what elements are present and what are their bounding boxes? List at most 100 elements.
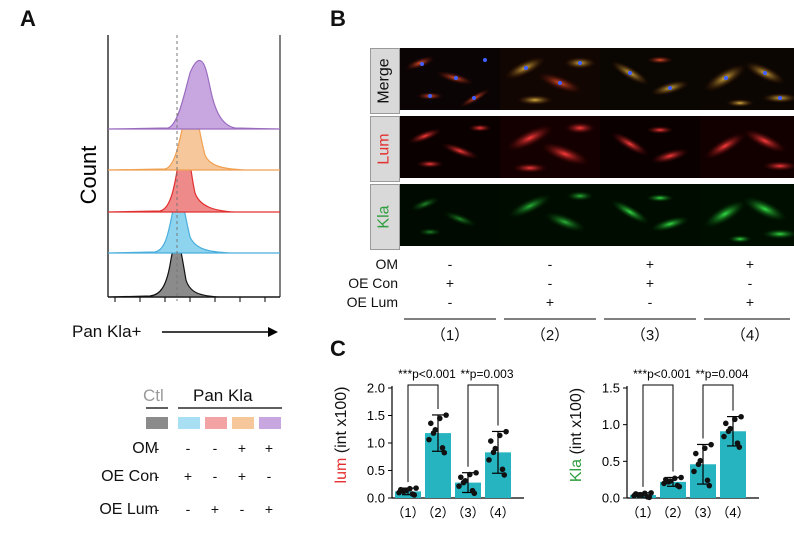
data-point xyxy=(723,420,729,427)
micro-merge-3 xyxy=(600,48,700,110)
data-point xyxy=(441,449,448,456)
y-tick-label: 1.5 xyxy=(367,408,385,423)
group-label-4: （4） xyxy=(730,327,770,344)
significance-bracket xyxy=(642,384,674,487)
legend-ctl-label: Ctl xyxy=(143,386,164,405)
stain-label-merge: Merge xyxy=(370,48,400,114)
data-point xyxy=(411,492,418,498)
y-tick-label: 1.0 xyxy=(602,417,620,432)
data-point xyxy=(439,445,446,451)
legend-om-label: OM xyxy=(132,440,158,457)
micro-merge-4 xyxy=(700,48,794,110)
data-point xyxy=(426,436,432,443)
data-point xyxy=(695,461,702,468)
micro-merge-2 xyxy=(500,48,600,110)
data-point xyxy=(413,485,419,491)
data-point xyxy=(499,466,506,473)
y-tick-label: 0.0 xyxy=(602,491,620,506)
significance-label: ***p<0.001 xyxy=(398,367,456,381)
data-point xyxy=(501,472,508,478)
micro-kla-3 xyxy=(600,184,700,246)
significance-bracket xyxy=(467,384,499,467)
data-point xyxy=(678,474,684,481)
legend-swatches xyxy=(146,407,282,429)
data-point xyxy=(736,444,743,450)
data-point xyxy=(665,479,672,485)
data-point xyxy=(490,449,497,456)
data-point xyxy=(648,490,654,496)
data-point xyxy=(471,490,478,497)
data-point xyxy=(704,477,711,484)
data-point xyxy=(738,413,744,420)
micro-lum-3 xyxy=(600,116,700,178)
x-tick-label: （3） xyxy=(686,505,719,520)
data-point xyxy=(458,474,464,481)
x-tick-label: （1） xyxy=(626,505,659,520)
y-tick-label: 0.5 xyxy=(367,463,385,478)
data-point xyxy=(407,485,413,492)
significance-label: **p=0.003 xyxy=(460,367,513,381)
x-tick-label: （1） xyxy=(391,505,424,520)
flow-ylabel: Count xyxy=(76,146,101,205)
data-point xyxy=(430,430,437,436)
data-point xyxy=(691,468,697,475)
micro-lum-1 xyxy=(400,116,500,178)
data-point xyxy=(732,416,738,423)
group-label-2: （2） xyxy=(530,327,570,344)
data-point xyxy=(676,483,683,490)
significance-bracket xyxy=(702,384,734,439)
cond-om-label: OM xyxy=(375,256,398,272)
data-point xyxy=(400,488,407,495)
group-underlines xyxy=(404,318,790,320)
legend-a-table: OM - - - + + OE Con - + - + - OE Lum - -… xyxy=(20,440,288,531)
flow-xlabel: Pan Kla+ xyxy=(72,322,142,341)
group-label-3: （3） xyxy=(630,327,670,344)
data-point xyxy=(467,471,473,478)
data-point xyxy=(631,493,637,499)
micro-merge-1 xyxy=(400,48,500,110)
x-tick-label: （2） xyxy=(421,505,454,520)
micro-lum-4 xyxy=(700,116,794,178)
micro-kla-4 xyxy=(700,184,794,246)
stain-label-lum: Lum xyxy=(370,116,400,182)
data-point xyxy=(646,494,653,501)
data-point xyxy=(661,480,667,487)
micro-lum-2 xyxy=(500,116,600,178)
y-tick-label: 1.5 xyxy=(602,381,620,396)
significance-label: ***p<0.001 xyxy=(633,367,691,381)
x-tick-label: （4） xyxy=(481,505,514,520)
data-point xyxy=(396,489,402,496)
flow-arrow xyxy=(162,327,278,337)
data-point xyxy=(706,482,713,489)
cond-oelum-label: OE Lum xyxy=(346,294,398,310)
panel-b-letter: B xyxy=(330,6,346,31)
stain-label-kla: Kla xyxy=(370,184,400,250)
y-tick-label: 0.5 xyxy=(602,454,620,469)
data-point xyxy=(486,457,492,463)
x-tick-label: （4） xyxy=(716,505,749,520)
data-point xyxy=(672,475,678,482)
data-point xyxy=(708,441,714,448)
significance-bracket xyxy=(407,384,439,483)
data-point xyxy=(460,479,467,486)
micro-kla-2 xyxy=(500,184,600,246)
data-point xyxy=(725,428,732,435)
legend-oecon-label: OE Con xyxy=(101,468,158,485)
y-tick-label: 2.0 xyxy=(367,381,385,396)
chart-ylabel: lum (int x100) xyxy=(333,387,350,484)
microscopy-conditions: OM - - + + OE Con + - + - OE Lum - + - + xyxy=(300,256,794,336)
significance-label: **p=0.004 xyxy=(695,367,748,381)
y-tick-label: 1.0 xyxy=(367,436,385,451)
legend-oelum-label: OE Lum xyxy=(99,501,158,518)
data-point xyxy=(721,433,727,440)
data-point xyxy=(642,490,648,497)
data-point xyxy=(456,483,462,489)
data-point xyxy=(635,492,642,498)
bar-chart-lum: lum (int x100) 0.0 0.5 1.0 1.5 2.0 （1）（2）（3）（4… xyxy=(333,367,524,520)
hist-purple xyxy=(107,59,281,130)
x-tick-label: （3） xyxy=(451,505,484,520)
micro-kla-1 xyxy=(400,184,500,246)
data-point xyxy=(437,415,443,422)
data-point xyxy=(497,432,503,439)
data-point xyxy=(443,412,449,418)
